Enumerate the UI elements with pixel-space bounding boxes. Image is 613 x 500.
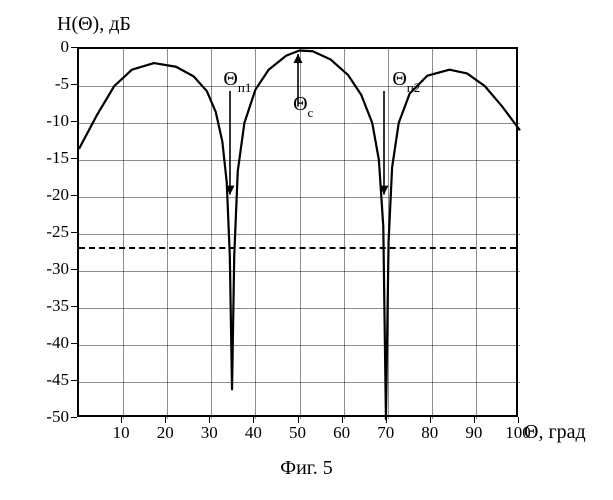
y-tick xyxy=(71,84,77,85)
annotation-arrow-theta_c xyxy=(290,46,306,115)
y-tick xyxy=(71,47,77,48)
y-tick xyxy=(71,343,77,344)
y-tick-label: -15 xyxy=(46,148,69,168)
y-tick xyxy=(71,380,77,381)
y-tick xyxy=(71,195,77,196)
x-tick-label: 100 xyxy=(505,423,531,443)
x-tick-label: 30 xyxy=(201,423,218,443)
y-tick xyxy=(71,121,77,122)
y-tick-label: -20 xyxy=(46,185,69,205)
y-tick xyxy=(71,417,77,418)
y-tick xyxy=(71,269,77,270)
y-tick xyxy=(71,306,77,307)
y-tick-label: -40 xyxy=(46,333,69,353)
x-tick-label: 40 xyxy=(245,423,262,443)
y-tick-label: -5 xyxy=(55,74,69,94)
y-tick-label: -30 xyxy=(46,259,69,279)
x-tick-label: 80 xyxy=(421,423,438,443)
y-tick-label: -50 xyxy=(46,407,69,427)
x-tick-label: 20 xyxy=(157,423,174,443)
x-tick-label: 10 xyxy=(113,423,130,443)
annotation-arrow-theta_p2 xyxy=(376,83,392,203)
y-tick xyxy=(71,158,77,159)
y-tick-label: -35 xyxy=(46,296,69,316)
dashed-reference-line xyxy=(79,247,516,249)
y-tick-label: -25 xyxy=(46,222,69,242)
x-tick-label: 70 xyxy=(377,423,394,443)
y-tick-label: 0 xyxy=(61,37,70,57)
y-tick xyxy=(71,232,77,233)
x-tick-label: 50 xyxy=(289,423,306,443)
y-axis-title: Н(Θ), дБ xyxy=(57,13,131,36)
x-tick-label: 90 xyxy=(465,423,482,443)
y-tick-label: -45 xyxy=(46,370,69,390)
figure-caption: Фиг. 5 xyxy=(280,457,332,480)
y-tick-label: -10 xyxy=(46,111,69,131)
x-tick-label: 60 xyxy=(333,423,350,443)
annotation-arrow-theta_p1 xyxy=(222,83,238,203)
x-axis-title: Θ, град xyxy=(524,421,586,444)
annotation-label-theta_p2: Θп2 xyxy=(392,68,420,94)
